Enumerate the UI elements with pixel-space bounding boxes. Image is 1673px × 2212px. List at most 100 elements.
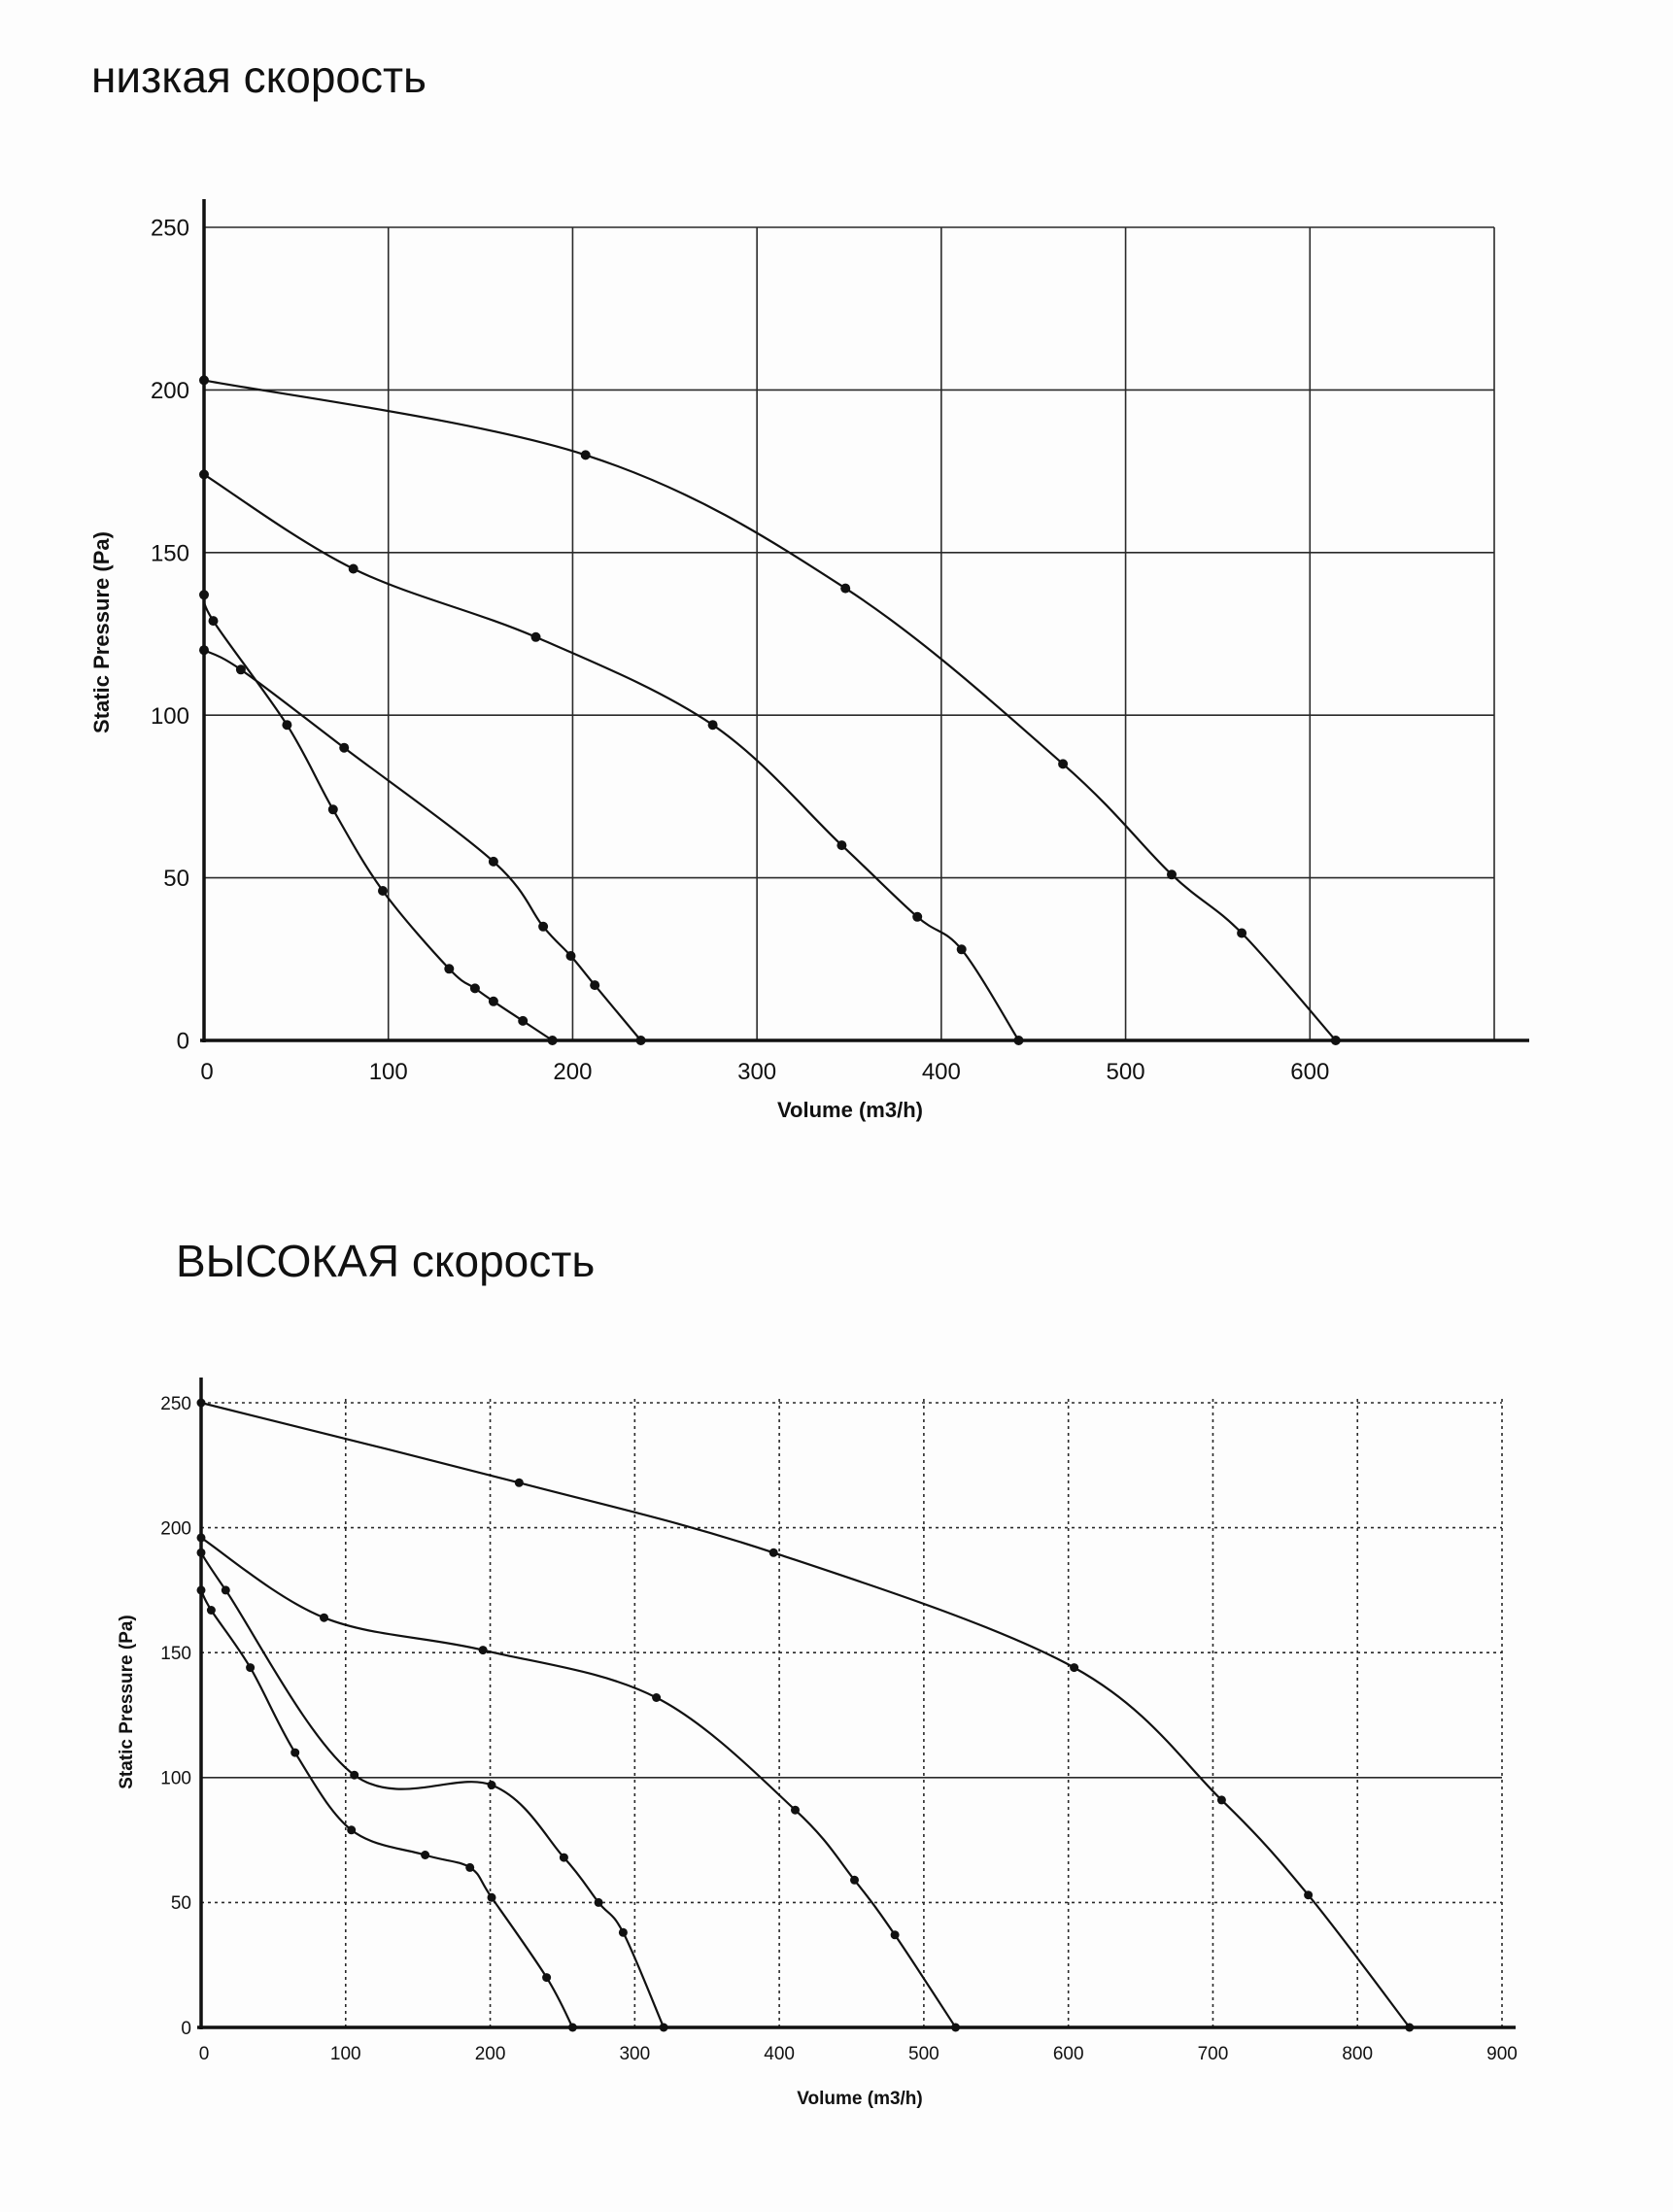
chart-1-series-2-line: [202, 473, 1020, 1042]
chart-2-y-tick-label: 150: [160, 1644, 191, 1664]
chart-2-series-3-point: [350, 1770, 359, 1780]
chart-1-series-3-point: [565, 951, 576, 961]
chart-1-series-2-point: [836, 840, 847, 851]
chart-2-series-4-point: [421, 1851, 430, 1859]
chart-2-series-2-point: [890, 1930, 900, 1940]
chart-2-y-tick-label: 200: [160, 1518, 191, 1539]
chart-1-series-1-point: [1237, 928, 1247, 938]
chart-2-series-1-point: [1070, 1663, 1079, 1673]
chart-2-series-4-point: [290, 1748, 300, 1757]
chart-1-series-1-point: [1167, 869, 1177, 880]
chart-2-y-tick-label: 250: [160, 1394, 191, 1414]
chart-2-x-tick-label: 600: [1053, 2044, 1084, 2064]
chart-1-series-2-point: [707, 720, 718, 731]
chart-2-y-axis-title: Static Pressure (Pa): [117, 1615, 137, 1789]
chart-2-series-3-point: [618, 1927, 628, 1937]
chart-2-series-3-point: [594, 1897, 603, 1907]
chart-1-series-1-point: [580, 450, 591, 460]
chart-1-x-axis-title: Volume (m3/h): [777, 1098, 923, 1122]
chart-1-series-1-point: [840, 583, 851, 594]
chart-2-series-4-point: [196, 1585, 206, 1595]
chart-2-series-1-point: [1216, 1795, 1226, 1805]
chart-2-series-3-point: [221, 1585, 230, 1595]
chart-1-series-4-point: [208, 616, 219, 627]
chart-1-x-tick-label: 400: [922, 1059, 961, 1085]
chart-1-x-tick-label: 200: [553, 1059, 592, 1085]
chart-1-y-tick-label: 250: [151, 216, 189, 242]
chart-2-series-4-point: [246, 1663, 256, 1673]
chart-1-series-2-point: [912, 911, 923, 922]
chart-1-y-tick-label: 50: [163, 866, 189, 892]
chart-1-series-4-point: [518, 1015, 529, 1026]
chart-1-series-1-line: [202, 379, 1337, 1042]
chart-1-series-1-point: [1330, 1036, 1341, 1045]
chart-1-y-tick-label: 200: [151, 378, 189, 404]
chart-1-series-3-point: [488, 856, 498, 867]
chart-2-series-4-point: [347, 1825, 357, 1835]
chart-1-series-2-point: [1013, 1036, 1024, 1045]
chart-2-series-2-point: [652, 1693, 662, 1702]
chart-2-series-1-point: [514, 1478, 524, 1487]
chart-2-series-1-point: [1405, 2023, 1415, 2032]
chart-1-x-tick-label: 100: [369, 1059, 408, 1085]
chart-2-series-2-point: [196, 1533, 206, 1543]
chart-1-series-4-point: [199, 590, 209, 600]
chart-1-series-3-line: [202, 649, 642, 1042]
chart-2-series-2-point: [320, 1613, 328, 1622]
chart-1-series-4-point: [282, 720, 292, 731]
chart-1-title: низкая скорость: [91, 51, 427, 102]
chart-2-series-1-point: [768, 1548, 778, 1557]
chart-1-series-3-point: [590, 980, 600, 991]
chart-2-series-3-point: [659, 2023, 668, 2032]
chart-1-x-tick-label: 600: [1290, 1059, 1329, 1085]
chart-1-y-tick-label: 150: [151, 540, 189, 566]
chart-2-x-tick-label: 700: [1198, 2044, 1229, 2064]
chart-2-series-4-point: [542, 1973, 552, 1983]
chart-1-series-2-point: [956, 944, 967, 955]
chart-1-series-3-point: [339, 742, 350, 753]
chart-1-y-axis-title: Static Pressure (Pa): [89, 531, 114, 733]
chart-2-y-tick-label: 0: [181, 2019, 191, 2039]
chart-1-x-tick-label: 500: [1107, 1059, 1145, 1085]
chart-1-series-4-point: [469, 983, 480, 994]
chart-1-x-tick-label: 0: [200, 1059, 213, 1085]
chart-2-x-tick-label: 400: [764, 2044, 795, 2064]
chart-1-series-4-point: [378, 886, 388, 896]
chart-1-y-tick-label: 0: [177, 1029, 189, 1055]
chart-2-series-4-point: [487, 1892, 496, 1902]
chart-2-x-tick-label: 800: [1342, 2044, 1373, 2064]
plots-layer: 0 50 100 150 200 250 0 100 200 300 400 500 600 0 50 100…: [151, 199, 1529, 2064]
chart-1-series-2-point: [199, 469, 209, 480]
chart-1-series-1-point: [199, 375, 209, 386]
chart-2-x-tick-label: 300: [619, 2044, 650, 2064]
chart-1-plot: 0 50 100 150 200 250 0 100 200 300 400 500 600: [151, 199, 1529, 1085]
chart-2-series-1-point: [1304, 1890, 1314, 1900]
chart-1-series-4-point: [547, 1036, 558, 1045]
chart-2-y-tick-label: 50: [171, 1893, 191, 1914]
chart-1-y-tick-label: 100: [151, 703, 189, 730]
chart-2-series-2-point: [791, 1805, 800, 1815]
chart-2-series-4-point: [206, 1606, 216, 1615]
chart-2-series-3-line: [199, 1551, 666, 2029]
chart-2-series-3-point: [559, 1853, 568, 1862]
chart-2-series-4-point: [465, 1862, 475, 1872]
chart-2-series-2-point: [951, 2023, 961, 2032]
chart-2-x-tick-label: 100: [330, 2044, 361, 2064]
chart-2-x-tick-label: 900: [1486, 2044, 1518, 2064]
chart-1-series-3-point: [235, 664, 246, 675]
chart-2-x-tick-label: 200: [475, 2044, 506, 2064]
chart-2-series-3-point: [487, 1781, 496, 1789]
chart-2-y-tick-label: 100: [160, 1769, 191, 1789]
chart-1-series-2-point: [348, 563, 358, 574]
chart-1-series-4-point: [488, 996, 498, 1006]
chart-1-series-2-point: [530, 631, 541, 642]
chart-1-x-tick-label: 300: [737, 1059, 776, 1085]
chart-2-series-2-point: [850, 1875, 859, 1885]
chart-1-series-3-point: [635, 1036, 646, 1045]
chart-2-plot: 0 50 100 150 200 250 0 100 200 300 400 500 600 700 800…: [160, 1378, 1518, 2064]
chart-2-x-tick-label: 500: [908, 2044, 939, 2064]
chart-1-series-4-point: [327, 804, 338, 815]
chart-2-series-3-point: [196, 1548, 206, 1557]
chart-2-series-2-point: [478, 1646, 488, 1655]
